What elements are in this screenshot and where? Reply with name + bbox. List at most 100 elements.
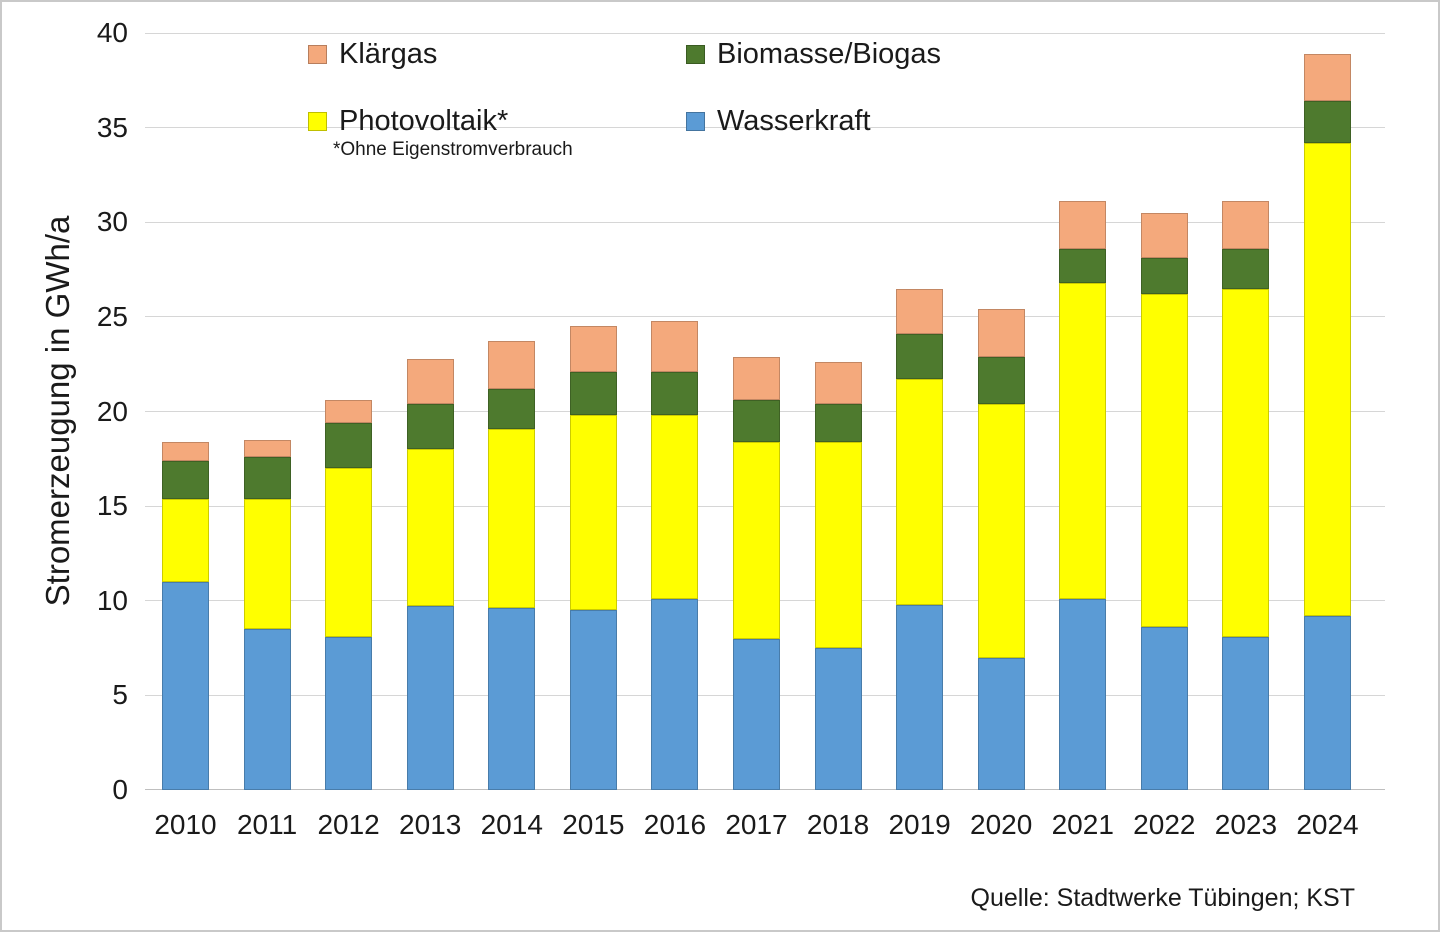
bar-2016-kl-rgas — [651, 320, 699, 372]
bar-2015-wasserkraft — [569, 610, 617, 790]
bar-2014-photovoltaik — [488, 428, 536, 609]
gridline-40 — [145, 32, 1385, 34]
xtick-label-2024: 2024 — [1296, 809, 1359, 840]
legend-label-photovoltaik: Photovoltaik* — [339, 105, 509, 137]
ytick-label-40: 40 — [96, 17, 128, 48]
bar-2023-photovoltaik — [1222, 288, 1270, 637]
bar-2011-wasserkraft — [243, 629, 291, 790]
xtick-label-2010: 2010 — [154, 809, 217, 840]
bar-2022-kl-rgas — [1140, 212, 1188, 259]
xtick-label-2011: 2011 — [236, 809, 298, 840]
ytick-label-15: 15 — [96, 490, 128, 522]
bar-2022-photovoltaik — [1140, 294, 1188, 628]
bar-2012-kl-rgas — [325, 400, 373, 423]
bar-2013-photovoltaik — [406, 449, 454, 607]
legend-swatch-biomasse-biogas — [686, 44, 705, 64]
xtick-label-2020: 2020 — [970, 809, 1033, 840]
bar-2021-biomasse-biogas — [1059, 248, 1107, 283]
ytick-label-10: 10 — [96, 584, 128, 616]
legend-item-kl-rgas: Klärgas — [308, 38, 438, 70]
bar-2024-wasserkraft — [1303, 615, 1351, 790]
xtick-label-2012: 2012 — [317, 809, 380, 840]
bar-2013-kl-rgas — [406, 358, 454, 404]
bar-2015-photovoltaik — [569, 415, 617, 611]
legend-footnote: *Ohne Eigenstromverbrauch — [333, 139, 573, 160]
legend-item-photovoltaik: Photovoltaik* — [308, 105, 509, 137]
legend-item-wasserkraft: Wasserkraft — [686, 105, 871, 137]
xtick-label-2013: 2013 — [399, 809, 462, 840]
ytick-label-20: 20 — [96, 395, 128, 427]
bar-2018-kl-rgas — [814, 362, 862, 404]
bar-2018-biomasse-biogas — [814, 403, 862, 442]
bar-2024-kl-rgas — [1303, 53, 1351, 102]
bar-2020-biomasse-biogas — [977, 356, 1025, 404]
bar-2015-kl-rgas — [569, 326, 617, 372]
bar-2016-wasserkraft — [651, 598, 699, 790]
bar-2010-kl-rgas — [162, 441, 209, 461]
bar-2020-wasserkraft — [977, 657, 1025, 790]
bar-2021-wasserkraft — [1059, 598, 1107, 790]
xtick-label-2019: 2019 — [888, 809, 951, 840]
legend-item-biomasse-biogas: Biomasse/Biogas — [686, 38, 942, 70]
legend-label-biomasse-biogas: Biomasse/Biogas — [717, 38, 942, 70]
bar-2014-biomasse-biogas — [488, 388, 536, 429]
xtick-label-2021: 2021 — [1051, 809, 1114, 840]
bar-2022-wasserkraft — [1140, 627, 1188, 790]
bar-2022-biomasse-biogas — [1140, 258, 1188, 295]
bar-2019-photovoltaik — [896, 379, 944, 605]
legend-swatch-wasserkraft — [686, 111, 705, 131]
bar-2017-kl-rgas — [732, 356, 780, 401]
xtick-label-2017: 2017 — [725, 809, 788, 840]
ytick-label-0: 0 — [112, 774, 128, 805]
ytick-label-5: 5 — [112, 679, 128, 711]
gridline-30 — [145, 221, 1385, 223]
gridline-25 — [145, 316, 1385, 318]
bar-2011-kl-rgas — [243, 439, 291, 457]
bar-2018-photovoltaik — [814, 441, 862, 649]
xtick-label-2015: 2015 — [562, 809, 625, 840]
xtick-label-2014: 2014 — [480, 809, 543, 840]
bar-2019-biomasse-biogas — [896, 333, 944, 380]
bar-2014-kl-rgas — [488, 341, 536, 389]
bar-2013-biomasse-biogas — [406, 403, 454, 450]
bar-2016-photovoltaik — [651, 415, 699, 599]
bar-2019-wasserkraft — [896, 604, 944, 790]
bar-2021-photovoltaik — [1059, 282, 1107, 599]
bar-2012-biomasse-biogas — [325, 422, 373, 469]
legend-label-wasserkraft: Wasserkraft — [717, 105, 871, 137]
gridline-35 — [145, 127, 1385, 129]
legend-swatch-photovoltaik — [308, 111, 327, 131]
bar-2018-wasserkraft — [814, 648, 862, 790]
legend-label-kl-rgas: Klärgas — [339, 38, 438, 70]
bar-2013-wasserkraft — [406, 606, 454, 790]
xtick-label-2022: 2022 — [1133, 809, 1196, 840]
bar-2024-photovoltaik — [1303, 142, 1351, 616]
xtick-label-2023: 2023 — [1214, 809, 1278, 840]
bar-2023-biomasse-biogas — [1222, 248, 1270, 289]
bar-2011-photovoltaik — [243, 498, 291, 630]
xtick-label-2018: 2018 — [806, 809, 870, 840]
bar-2023-wasserkraft — [1222, 636, 1270, 790]
xtick-label-2016: 2016 — [643, 809, 707, 840]
bar-2024-biomasse-biogas — [1303, 101, 1351, 143]
bar-2010-wasserkraft — [162, 581, 209, 790]
ytick-label-30: 30 — [96, 206, 128, 238]
bar-2012-photovoltaik — [325, 468, 373, 637]
source-note: Quelle: Stadtwerke Tübingen; KST — [970, 884, 1355, 912]
bar-2014-wasserkraft — [488, 608, 536, 790]
bar-2020-photovoltaik — [977, 403, 1025, 658]
bar-2021-kl-rgas — [1059, 201, 1107, 249]
bar-2012-wasserkraft — [325, 636, 373, 790]
bar-2010-biomasse-biogas — [162, 460, 209, 499]
bar-2017-photovoltaik — [732, 441, 780, 639]
ytick-label-25: 25 — [96, 300, 128, 332]
bar-2017-wasserkraft — [732, 638, 780, 790]
bar-2023-kl-rgas — [1222, 201, 1270, 249]
bar-2016-biomasse-biogas — [651, 371, 699, 416]
bar-2011-biomasse-biogas — [243, 456, 291, 499]
bar-2019-kl-rgas — [896, 288, 944, 334]
legend-swatch-kl-rgas — [308, 44, 327, 64]
plot-area — [145, 32, 1385, 790]
bar-2010-photovoltaik — [162, 498, 209, 582]
